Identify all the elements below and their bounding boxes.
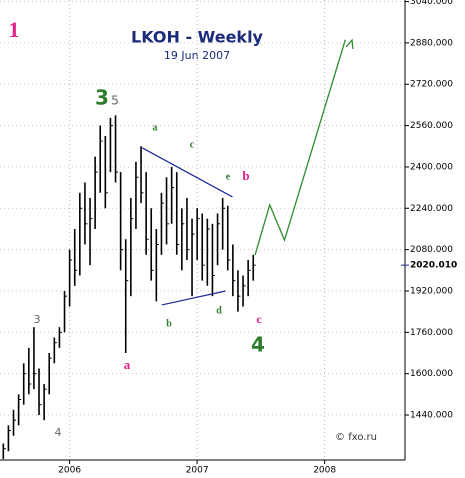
- annotation: 3: [95, 86, 109, 110]
- y-tick-label: 1440.000: [410, 411, 453, 421]
- y-tick-label: 2880.000: [410, 38, 453, 48]
- y-tick-label: 1920.000: [410, 286, 453, 296]
- projection-line: [254, 39, 346, 256]
- annotation: b: [242, 168, 249, 183]
- annotation: b: [166, 318, 172, 329]
- annotation: 4: [55, 426, 62, 439]
- trendline: [161, 290, 226, 306]
- annotation: c: [190, 139, 195, 150]
- y-tick-label: 2400.000: [410, 162, 453, 172]
- y-tick-label: 2720.000: [410, 80, 453, 90]
- x-tick-label: 2007: [186, 466, 209, 476]
- annotation: 1: [9, 17, 20, 42]
- y-tick-label: 3040.000: [410, 0, 453, 7]
- trendline: [141, 147, 233, 198]
- annotation: 4: [251, 333, 265, 357]
- annotation: 3: [34, 313, 41, 326]
- y-tick-label: 1760.000: [410, 328, 453, 338]
- annotation: c: [256, 312, 262, 326]
- last-price-label: 2020.010: [410, 261, 457, 271]
- y-tick-label: 2080.000: [410, 245, 453, 255]
- annotation: d: [216, 305, 222, 316]
- y-tick-label: 1600.000: [410, 369, 453, 379]
- annotation: a: [124, 357, 131, 372]
- y-tick-label: 2240.000: [410, 204, 453, 214]
- annotation: 5: [111, 94, 119, 108]
- y-tick-label: 2560.000: [410, 121, 453, 131]
- x-tick-label: 2008: [313, 466, 336, 476]
- x-tick-label: 2006: [58, 466, 81, 476]
- chart-title: LKOH - Weekly: [131, 28, 264, 47]
- arrow-head: [345, 38, 354, 50]
- annotation: e: [226, 171, 231, 182]
- chart-subtitle: 19 Jun 2007: [164, 49, 230, 62]
- annotation: © fxo.ru: [335, 432, 377, 443]
- annotation: a: [153, 122, 158, 133]
